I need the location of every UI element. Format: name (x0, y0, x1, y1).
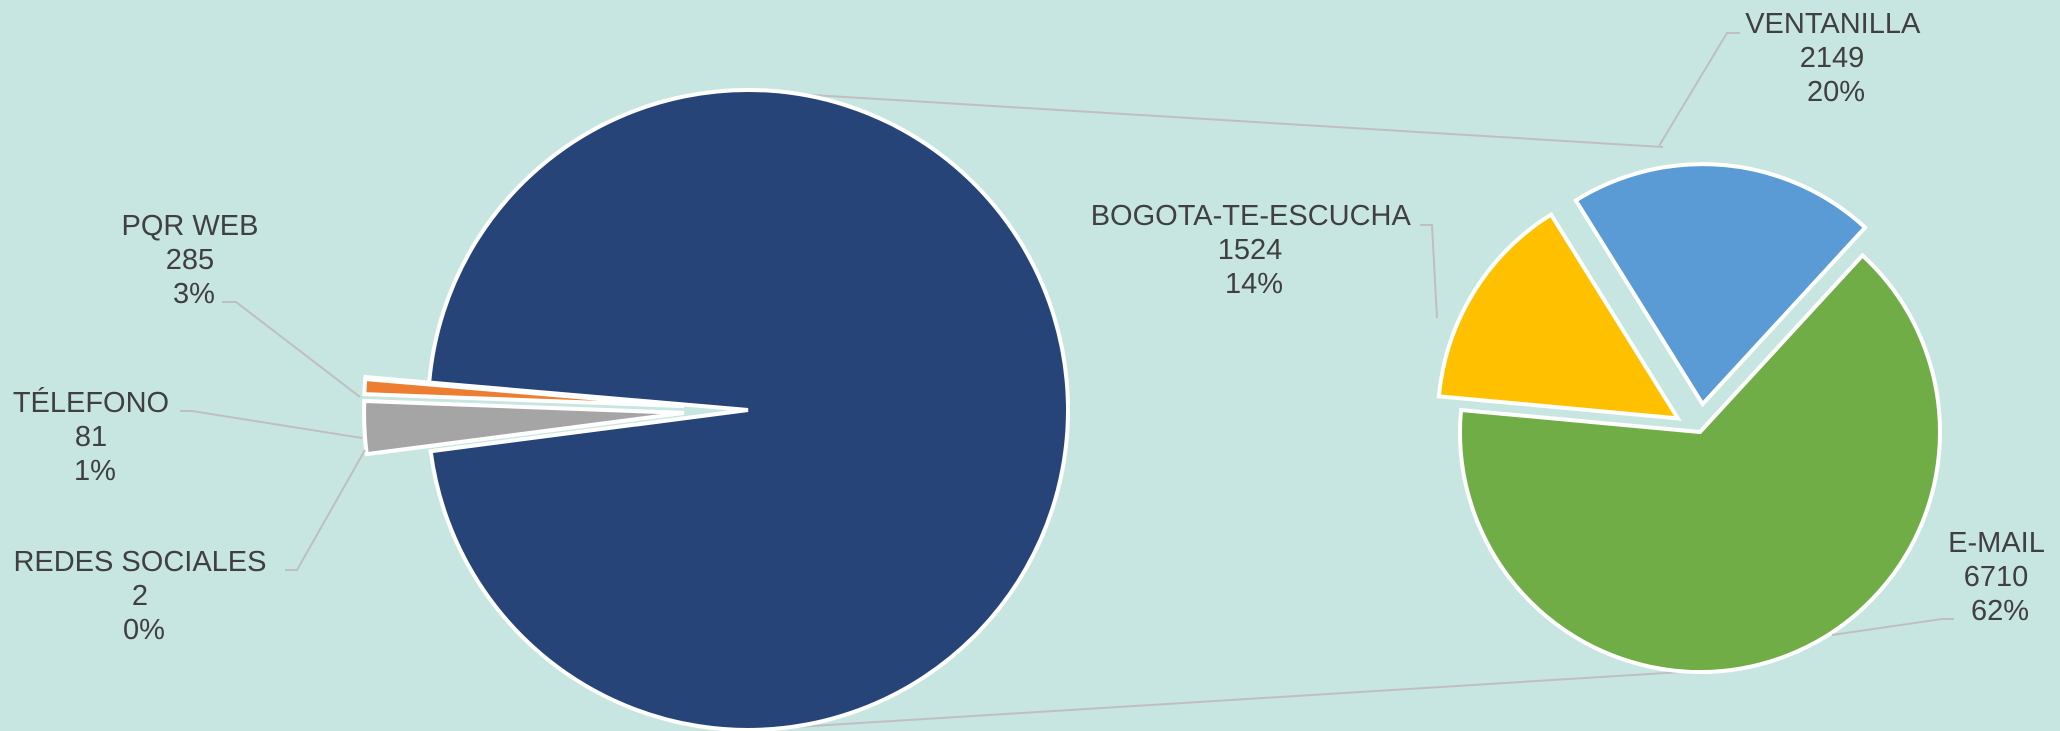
secondary-slice-ventanilla (1573, 162, 1868, 408)
connector-line-bottom (747, 670, 1699, 731)
primary-pie (362, 87, 1071, 731)
leader-email (1831, 618, 1954, 636)
data-label-email: E-MAIL 6710 62% (1948, 527, 2052, 627)
connector-line-top (747, 90, 1664, 148)
label-value: 6710 (1964, 561, 2029, 593)
secondary-pie (1436, 162, 1942, 674)
leader-ventanilla (1658, 32, 1740, 147)
secondary-slice-bogota-te-escucha (1436, 211, 1682, 421)
leader-bogota (1420, 224, 1438, 319)
label-name: TÉLEFONO (13, 386, 169, 419)
label-percent: 62% (1971, 595, 2029, 627)
label-name: BOGOTA-TE-ESCUCHA (1091, 200, 1412, 232)
secondary-slice-e-mail (1458, 252, 1942, 674)
label-leader-lines (180, 32, 1954, 636)
label-percent: 14% (1225, 268, 1283, 300)
label-value: 2149 (1800, 42, 1865, 74)
leader-telefono (180, 410, 363, 439)
label-percent: 20% (1807, 76, 1865, 108)
label-value: 1524 (1218, 234, 1283, 266)
data-label-bogota-te-escucha: BOGOTA-TE-ESCUCHA 1524 14% (1091, 200, 1418, 300)
label-value: 285 (166, 244, 214, 276)
data-labels: PQR WEB 285 3% TÉLEFONO 81 1% REDES SOCI… (13, 8, 2052, 646)
data-label-telefono: TÉLEFONO 81 1% (13, 386, 177, 487)
label-percent: 1% (74, 455, 116, 487)
label-name: VENTANILLA (1745, 8, 1921, 40)
label-value: 81 (75, 421, 107, 453)
label-value: 2 (132, 580, 148, 612)
primary-slice-pqr-web (362, 398, 685, 457)
label-percent: 0% (123, 614, 165, 646)
label-name: E-MAIL (1948, 527, 2045, 559)
leader-redes-sociales (285, 449, 366, 571)
data-label-ventanilla: VENTANILLA 2149 20% (1745, 8, 1927, 108)
data-label-redes-sociales: REDES SOCIALES 2 0% (13, 546, 274, 646)
label-percent: 3% (173, 278, 215, 310)
label-name: REDES SOCIALES (13, 546, 266, 578)
leader-pqr-web (222, 301, 361, 398)
label-name: PQR WEB (121, 210, 258, 242)
primary-slice-other (427, 87, 1071, 731)
data-label-pqr-web: PQR WEB 285 3% (121, 210, 266, 310)
pie-connector-lines (747, 90, 1699, 731)
